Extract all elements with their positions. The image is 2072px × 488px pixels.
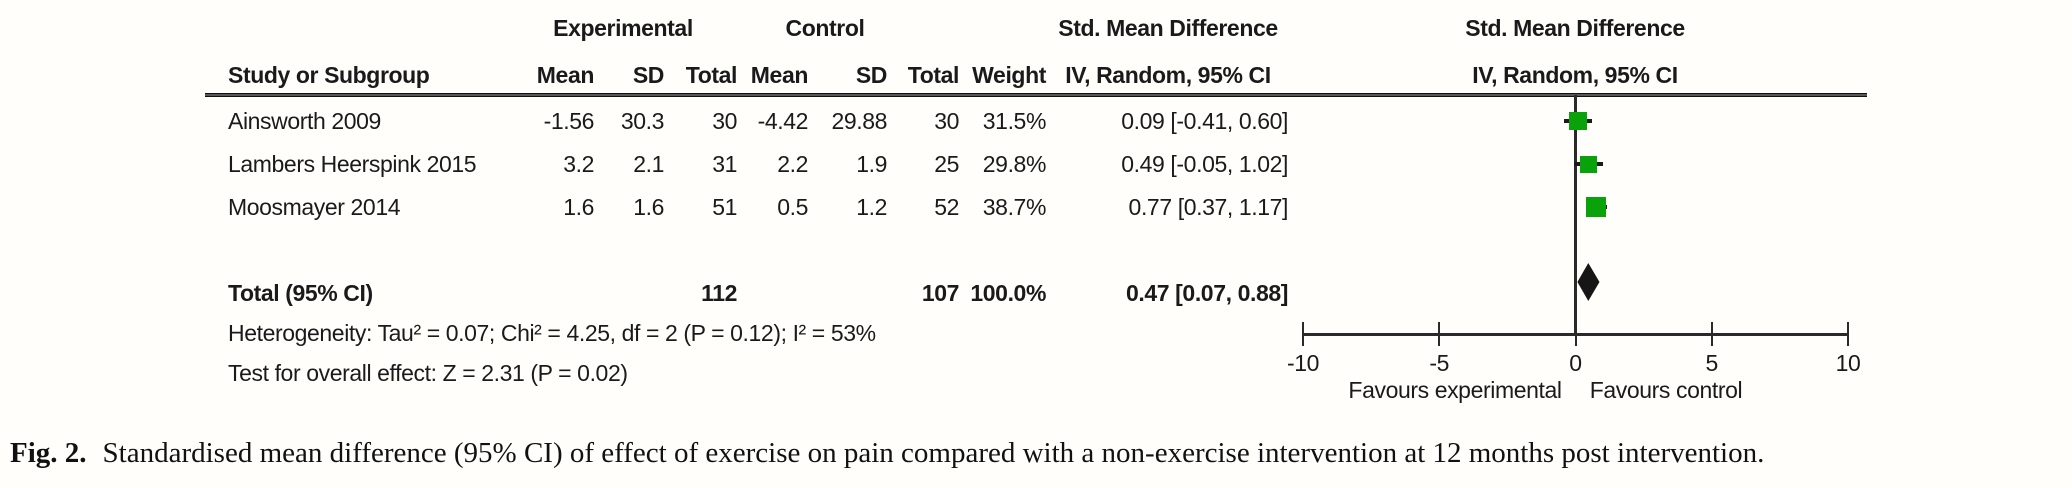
axis-tick-label: 0 [1569, 350, 1582, 376]
weight: 29.8% [982, 151, 1047, 177]
study-name: Lambers Heerspink 2015 [228, 151, 477, 177]
overall-effect-text: Test for overall effect: Z = 2.31 (P = 0… [228, 360, 628, 386]
axis-tick-label: 5 [1705, 350, 1719, 376]
effect-estimate: 0.49 [-0.05, 1.02] [1121, 151, 1288, 177]
col-header-weight: Weight [972, 62, 1046, 88]
ctrl-sd: 1.2 [856, 194, 887, 220]
weight: 31.5% [982, 108, 1047, 134]
axis-tick-mark [1847, 322, 1849, 346]
col-header-ctrl-total: Total [907, 62, 960, 88]
ctrl-sd: 1.9 [856, 151, 887, 177]
total-ctrl-total: 107 [921, 280, 960, 306]
effect-square-0 [1568, 112, 1587, 130]
exp-total: 51 [712, 194, 737, 220]
axis-tick-mark [1302, 322, 1304, 346]
total-weight: 100.0% [970, 280, 1046, 306]
effect-square-2 [1586, 197, 1607, 217]
axis-tick-mark [1710, 322, 1713, 346]
exp-sd: 30.3 [620, 108, 665, 134]
total-diamond [1577, 263, 1600, 301]
ctrl-sd: 29.88 [831, 108, 887, 134]
ctrl-mean: -4.42 [757, 108, 809, 134]
weight: 38.7% [982, 194, 1047, 220]
heterogeneity-text: Heterogeneity: Tau² = 0.07; Chi² = 4.25,… [228, 320, 876, 346]
exp-mean: -1.56 [543, 108, 595, 134]
axis-tick-label: 10 [1835, 350, 1861, 376]
group-header-experimental: Experimental [553, 15, 693, 41]
group-header-smd: Std. Mean Difference [1058, 15, 1278, 41]
caption-text: Standardised mean difference (95% CI) of… [102, 437, 1765, 469]
col-header-ctrl-sd: SD [855, 62, 888, 88]
ctrl-total: 30 [934, 108, 959, 134]
col-header-effect-ci: IV, Random, 95% CI [1065, 62, 1271, 88]
header-rule [205, 93, 1867, 97]
group-header-smd-plot: Std. Mean Difference [1465, 15, 1685, 41]
col-header-ctrl-mean: Mean [750, 62, 809, 88]
ctrl-mean: 2.2 [777, 151, 808, 177]
favours-right-label: Favours control [1589, 377, 1743, 403]
exp-mean: 3.2 [563, 151, 594, 177]
axis-tick-label: -10 [1286, 350, 1320, 376]
axis-tick-label: -5 [1429, 350, 1450, 376]
axis-tick-mark [1574, 322, 1577, 346]
axis-tick-mark [1438, 322, 1441, 346]
total-effect-estimate: 0.47 [0.07, 0.88] [1126, 280, 1288, 306]
col-header-exp-sd: SD [632, 62, 665, 88]
col-header-plot-ci: IV, Random, 95% CI [1472, 62, 1678, 88]
total-exp-total: 112 [701, 280, 737, 306]
total-label: Total (95% CI) [228, 280, 373, 306]
exp-mean: 1.6 [563, 194, 594, 220]
figure-caption: Fig. 2. Standardised mean difference (95%… [10, 437, 2066, 470]
group-header-control: Control [785, 15, 865, 41]
col-header-exp-mean: Mean [536, 62, 595, 88]
exp-sd: 1.6 [633, 194, 664, 220]
ctrl-mean: 0.5 [777, 194, 808, 220]
exp-sd: 2.1 [633, 151, 664, 177]
col-header-exp-total: Total [685, 62, 738, 88]
caption-label: Fig. 2. [10, 437, 87, 469]
ctrl-total: 52 [934, 194, 959, 220]
effect-estimate: 0.77 [0.37, 1.17] [1128, 194, 1289, 220]
exp-total: 31 [712, 151, 737, 177]
col-header-study: Study or Subgroup [228, 62, 430, 88]
study-name: Moosmayer 2014 [228, 194, 401, 220]
study-name: Ainsworth 2009 [228, 108, 381, 134]
favours-left-label: Favours experimental [1348, 377, 1562, 403]
ctrl-total: 25 [934, 151, 959, 177]
zero-reference-line [1574, 95, 1577, 334]
effect-estimate: 0.09 [-0.41, 0.60] [1121, 108, 1288, 134]
exp-total: 30 [712, 108, 737, 134]
effect-square-1 [1580, 155, 1598, 173]
